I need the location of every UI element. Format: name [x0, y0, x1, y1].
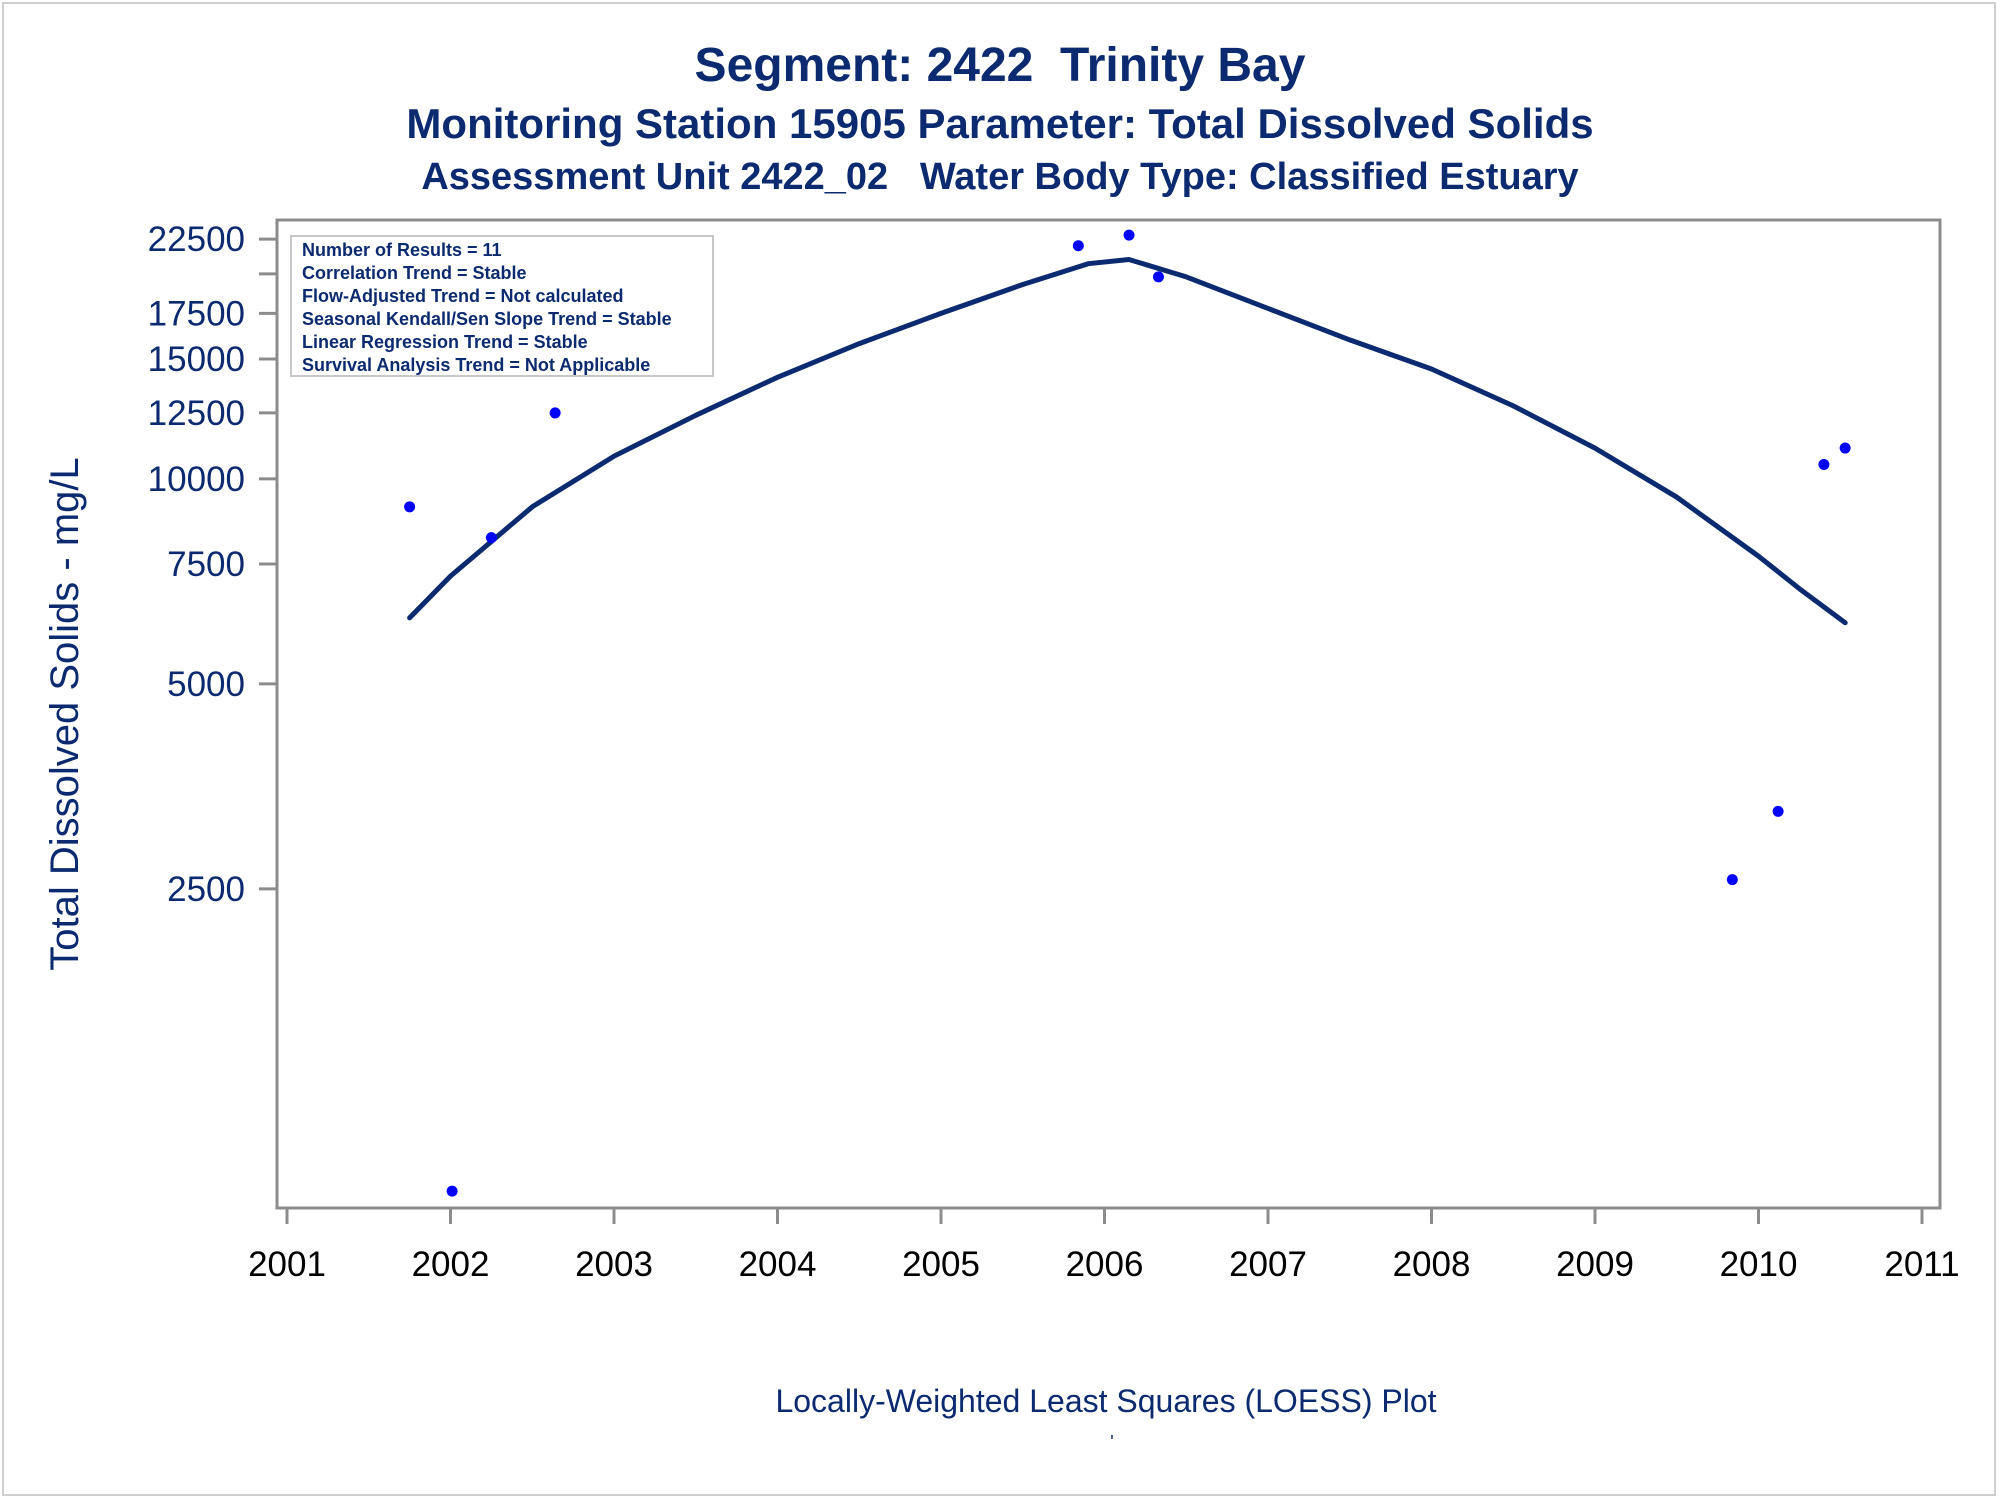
stats-box-border: [290, 235, 714, 377]
x-tick-label: 2006: [1066, 1245, 1144, 1284]
data-point: [485, 532, 497, 544]
x-axis: 2001 2002 2003 2004 2005 2006 2007 2008 2009 2010…: [248, 1208, 1960, 1284]
chart-subtitle-2: Assessment Unit 2422_02 Water Body Type:…: [421, 156, 1579, 198]
chart-footnote: Locally-Weighted Least Squares (LOESS) P…: [775, 1383, 1436, 1419]
x-tick-label: 2009: [1556, 1245, 1634, 1284]
data-point: [1839, 442, 1851, 454]
x-tick-label: 2007: [1229, 1245, 1307, 1284]
y-tick-label: 17500: [148, 294, 245, 333]
y-tick-label: 12500: [148, 394, 245, 433]
data-points-layer: [404, 229, 1851, 1197]
plot-area: [275, 218, 1942, 1210]
x-tick-label: 2002: [412, 1245, 490, 1284]
data-point: [446, 1185, 458, 1197]
y-tick-label: 22500: [148, 220, 245, 259]
data-point: [1818, 458, 1830, 470]
stats-box: Number of Results = 11 Correlation Trend …: [290, 235, 714, 377]
x-tick-label: 2001: [248, 1245, 326, 1284]
y-tick-label: 10000: [148, 460, 245, 499]
chart-subtitle: Monitoring Station 15905 Parameter: Tota…: [406, 100, 1594, 147]
data-point: [1123, 229, 1135, 241]
data-point: [1152, 271, 1164, 283]
data-point: [1726, 874, 1738, 886]
y-tick-label: 2500: [167, 870, 245, 909]
stats-line: Flow-Adjusted Trend = Not calculated: [302, 286, 624, 306]
x-tick-label: 2008: [1393, 1245, 1471, 1284]
data-point: [1072, 240, 1084, 252]
loess-curve-layer: [407, 257, 1848, 626]
loess-curve: [407, 257, 1848, 626]
stats-line: Correlation Trend = Stable: [302, 263, 527, 283]
x-tick-label: 2010: [1720, 1245, 1798, 1284]
stats-line: Survival Analysis Trend = Not Applicable: [302, 355, 650, 375]
footnote-mark: ': [1110, 1432, 1113, 1452]
chart-title: Segment: 2422 Trinity Bay: [694, 39, 1306, 92]
y-tick-label: 15000: [148, 340, 245, 379]
x-tick-label: 2003: [575, 1245, 653, 1284]
y-tick-label: 5000: [167, 665, 245, 704]
stats-line: Seasonal Kendall/Sen Slope Trend = Stabl…: [302, 309, 672, 329]
x-tick-label: 2011: [1884, 1245, 1959, 1284]
stats-line: Number of Results = 11: [302, 240, 502, 260]
stats-line: Linear Regression Trend = Stable: [302, 332, 588, 352]
data-point: [1772, 805, 1784, 817]
y-axis: 2500 5000 7500 10000 12500 15000 17500 22500: [148, 220, 277, 909]
data-point: [404, 501, 416, 513]
x-tick-label: 2005: [902, 1245, 980, 1284]
y-tick-label: 7500: [167, 545, 245, 584]
y-axis-title: Total Dissolved Solids - mg/L: [43, 457, 87, 971]
x-tick-label: 2004: [739, 1245, 817, 1284]
data-point: [549, 407, 561, 419]
